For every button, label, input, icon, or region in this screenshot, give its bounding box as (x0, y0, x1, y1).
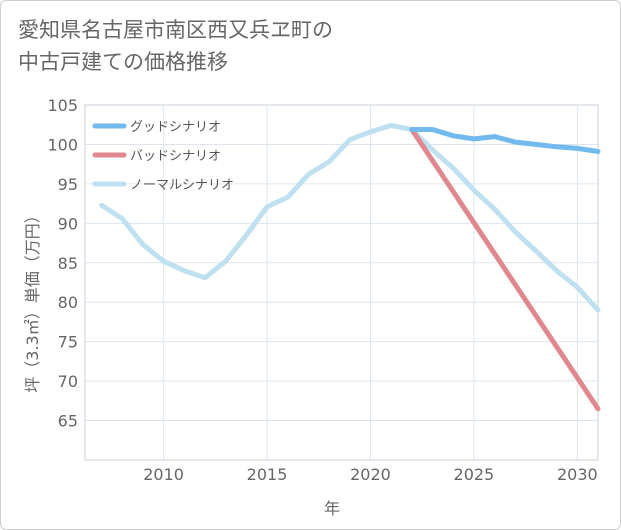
x-axis-label: 年 (324, 499, 340, 518)
series-line-0 (409, 127, 601, 154)
x-tick-label: 2025 (454, 465, 495, 484)
legend-label: ノーマルシナリオ (130, 178, 234, 193)
legend-label: グッドシナリオ (130, 120, 221, 135)
legend-label: バッドシナリオ (130, 149, 221, 164)
y-axis-label: 坪（3.3㎡）単価（万円） (23, 207, 42, 392)
grid (85, 104, 598, 460)
series-line-1 (409, 127, 601, 412)
axes: 65 70 75 80 85 90 95 100 105 2010 2015 2020 2025 2030 (47, 96, 599, 484)
series-line-2 (99, 123, 601, 313)
y-tick-label: 105 (47, 96, 78, 115)
x-tick-label: 2020 (350, 465, 391, 484)
y-tick-label: 65 (58, 412, 78, 431)
x-tick-label: 2015 (247, 465, 288, 484)
series-lines (99, 123, 601, 412)
y-tick-label: 95 (58, 175, 78, 194)
y-tick-label: 90 (58, 214, 78, 233)
y-tick-label: 70 (58, 372, 78, 391)
y-tick-label: 85 (58, 254, 78, 273)
y-tick-label: 80 (58, 293, 78, 312)
plot-area-border (84, 104, 599, 461)
y-tick-label: 75 (58, 333, 78, 352)
x-tick-label: 2030 (557, 465, 598, 484)
chart-title: 愛知県名古屋市南区西又兵ヱ町の 中古戸建ての価格推移 (18, 18, 333, 74)
y-tick-label: 100 (47, 135, 78, 154)
x-tick-label: 2010 (143, 465, 184, 484)
